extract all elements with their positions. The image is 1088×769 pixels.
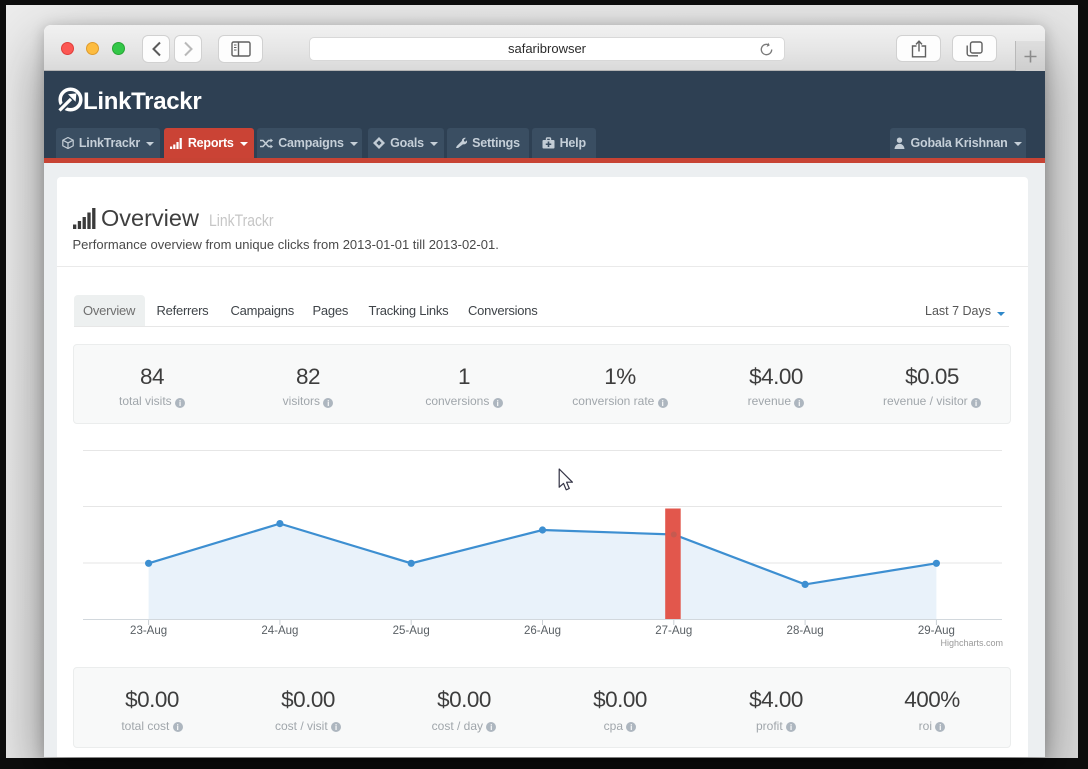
svg-text:Highcharts.com: Highcharts.com xyxy=(940,638,1003,648)
svg-text:24-Aug: 24-Aug xyxy=(261,625,298,637)
svg-text:28-Aug: 28-Aug xyxy=(787,625,824,637)
svg-text:29-Aug: 29-Aug xyxy=(918,625,955,637)
svg-text:26-Aug: 26-Aug xyxy=(524,625,561,637)
svg-text:25-Aug: 25-Aug xyxy=(393,625,430,637)
svg-text:27-Aug: 27-Aug xyxy=(655,625,692,637)
svg-text:23-Aug: 23-Aug xyxy=(130,625,167,637)
